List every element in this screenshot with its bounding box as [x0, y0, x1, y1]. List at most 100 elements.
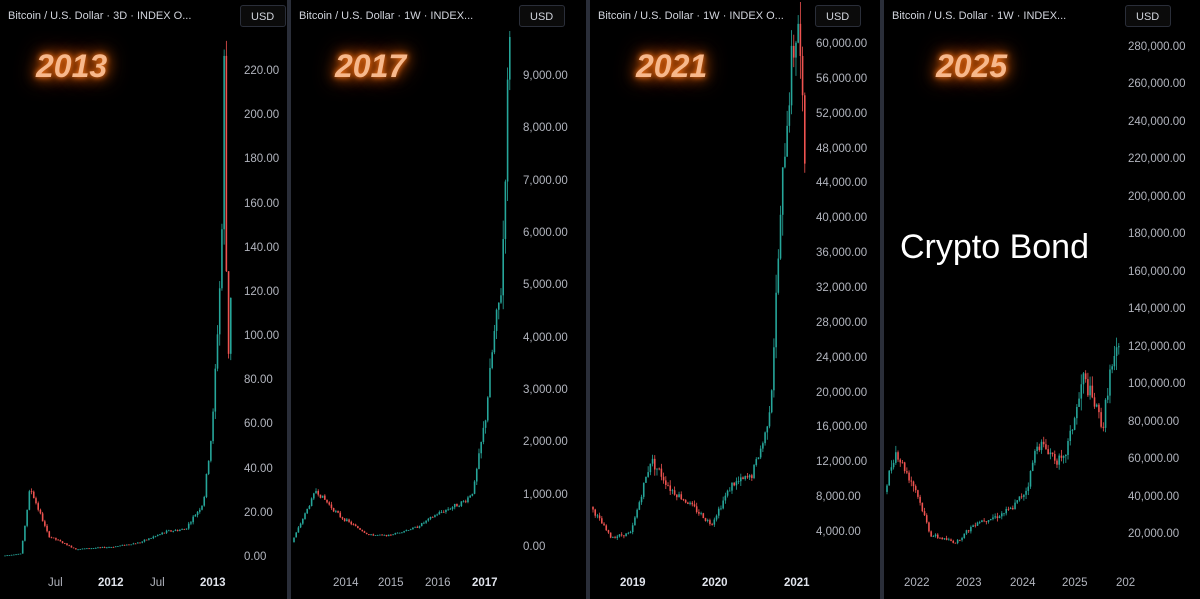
price-candle	[221, 223, 223, 291]
price-candle	[618, 533, 621, 538]
currency-button[interactable]: USD	[1125, 5, 1171, 27]
price-candle	[1040, 439, 1043, 454]
price-candle	[1089, 376, 1091, 400]
price-candle	[682, 498, 685, 502]
price-candle	[103, 546, 106, 549]
price-tick-label: 20,000.00	[816, 386, 868, 399]
price-candle	[1038, 443, 1041, 452]
price-candle	[1025, 487, 1027, 500]
price-candle	[460, 501, 463, 507]
price-candle	[895, 445, 897, 465]
price-candle	[1067, 438, 1069, 460]
price-plot[interactable]	[0, 0, 287, 599]
price-candle	[491, 349, 493, 370]
price-candle	[667, 482, 669, 487]
price-candle	[901, 460, 904, 464]
price-candle	[713, 517, 716, 527]
price-candle	[168, 529, 170, 532]
price-candle	[396, 532, 399, 534]
price-candle	[921, 502, 924, 513]
price-candle	[70, 545, 73, 548]
currency-button[interactable]: USD	[519, 5, 565, 27]
price-candle	[330, 501, 333, 510]
price-candle	[381, 534, 383, 536]
price-candle	[15, 554, 17, 556]
price-candle	[799, 2, 802, 79]
price-candle	[1016, 500, 1019, 505]
price-candle	[387, 534, 390, 537]
price-candle	[464, 499, 467, 504]
price-candle	[196, 511, 199, 518]
price-candle	[192, 515, 194, 525]
price-candle	[1113, 345, 1116, 371]
price-candle	[434, 514, 436, 518]
price-candle	[46, 524, 48, 533]
price-candle	[346, 518, 348, 522]
price-candle	[797, 15, 799, 44]
price-candle	[61, 540, 64, 544]
price-candle	[928, 521, 930, 533]
price-candle	[293, 537, 295, 543]
price-candle	[442, 510, 445, 513]
price-candle	[137, 542, 139, 544]
price-plot[interactable]	[590, 0, 880, 599]
price-candle	[764, 431, 766, 446]
currency-button[interactable]: USD	[815, 5, 861, 27]
price-candle	[112, 546, 115, 548]
price-candle	[737, 476, 740, 485]
price-candle	[139, 542, 141, 544]
price-candle	[385, 534, 388, 537]
time-tick-label: 202	[1116, 577, 1136, 589]
price-candle	[693, 500, 696, 508]
price-candle	[497, 302, 500, 320]
price-candle	[486, 396, 489, 423]
price-candle	[989, 518, 992, 521]
price-candle	[625, 533, 627, 537]
price-candle	[660, 463, 663, 481]
currency-button[interactable]: USD	[240, 5, 286, 27]
chart-title: Bitcoin / U.S. Dollar · 3D · INDEX O...	[8, 10, 192, 22]
price-candle	[972, 524, 974, 527]
price-candle	[910, 476, 913, 487]
price-tick-label: 56,000.00	[816, 72, 868, 85]
price-candle	[81, 548, 84, 550]
price-candle	[976, 521, 979, 527]
price-candle	[88, 548, 90, 550]
price-candle	[967, 529, 970, 534]
price-tick-label: 52,000.00	[816, 107, 868, 120]
price-tick-label: 0.00	[244, 551, 267, 563]
price-candle	[181, 528, 183, 531]
price-candle	[717, 506, 720, 519]
price-candle	[326, 499, 328, 504]
chart-panel-2021: Bitcoin / U.S. Dollar · 1W · INDEX O... …	[590, 0, 880, 599]
price-candle	[1003, 512, 1005, 517]
price-candle	[645, 476, 647, 484]
price-candle	[899, 458, 902, 467]
price-candle	[35, 496, 37, 505]
price-candle	[649, 463, 652, 476]
price-candle	[691, 501, 694, 507]
price-candle	[13, 554, 15, 556]
price-candle	[1049, 448, 1052, 460]
price-tick-label: 260,000.00	[1128, 78, 1186, 91]
price-candle	[469, 494, 471, 498]
price-candle	[695, 502, 698, 514]
price-candle	[372, 533, 375, 536]
price-candle	[55, 537, 57, 541]
price-candle	[1065, 454, 1067, 463]
price-tick-label: 28,000.00	[816, 316, 868, 329]
time-tick-label: 2015	[378, 577, 404, 589]
price-plot[interactable]	[884, 0, 1200, 599]
time-tick-label: 2012	[98, 577, 124, 589]
price-candle	[37, 501, 40, 512]
price-candle	[475, 467, 478, 486]
price-candle	[412, 527, 414, 530]
price-candle	[299, 522, 302, 529]
price-candle	[609, 532, 612, 539]
price-candle	[642, 482, 645, 500]
price-candle	[17, 553, 20, 555]
price-tick-label: 40,000.00	[1128, 490, 1180, 503]
price-candle	[748, 474, 751, 480]
price-candle	[317, 489, 320, 497]
price-plot[interactable]	[291, 0, 586, 599]
